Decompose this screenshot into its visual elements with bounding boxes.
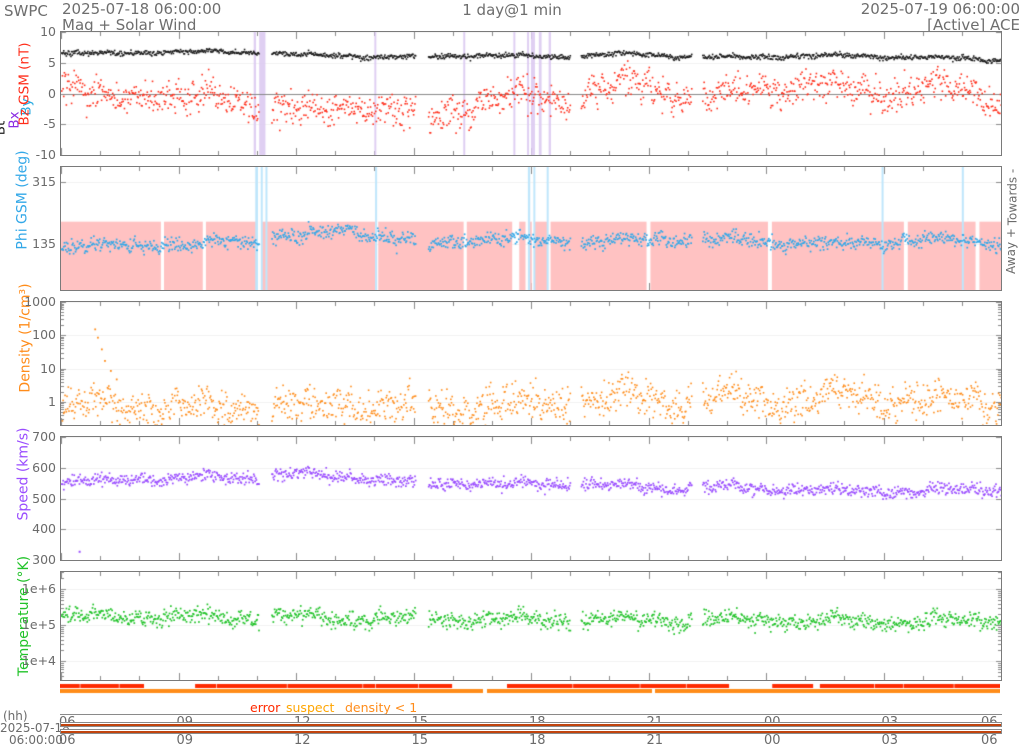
legend-suspect: suspect — [286, 700, 335, 715]
phi-ytick: 315 — [32, 174, 56, 190]
time-range-bar-upper[interactable] — [60, 722, 1002, 727]
xaxis-tick: 06 — [59, 733, 76, 748]
cadence-label: 1 day@1 min — [462, 1, 562, 19]
density-ytick: 100 — [32, 327, 56, 343]
xaxis-tick: 09 — [176, 733, 194, 748]
phi-ytick: 135 — [32, 235, 56, 251]
time-range-fill-upper — [61, 724, 1001, 726]
density-ytick: 1000 — [24, 294, 56, 309]
density-plot-canvas — [61, 302, 1001, 425]
mag-ytick: 0 — [48, 85, 56, 101]
phi-plot-canvas — [61, 167, 1001, 290]
header-right: 2025-07-19 06:00:00 [Active] ACE — [861, 1, 1020, 33]
panel-mag[interactable] — [60, 31, 1002, 156]
density-ytick: 1 — [48, 393, 56, 409]
source-status-label: [Active] ACE — [927, 16, 1020, 34]
xaxis-tick: 15 — [411, 733, 429, 748]
speed-ytick: 500 — [32, 490, 56, 506]
start-time-label: 2025-07-18 06:00:00 — [62, 0, 222, 18]
mag-ytick: 5 — [48, 54, 56, 70]
mag-ytick: -5 — [43, 116, 56, 132]
temperature-ytick: 1e+5 — [21, 617, 56, 633]
temperature-ytick: 1e+4 — [21, 653, 56, 669]
panel-phi[interactable] — [60, 166, 1002, 291]
xaxis-date-label: 2025-07-18 — [0, 721, 70, 735]
mag-ytick: 10 — [40, 24, 56, 39]
temperature-ytick: 1e+6 — [21, 581, 56, 597]
density-ytick: 10 — [40, 360, 56, 376]
xaxis-tick: 06 — [981, 733, 998, 748]
xaxis-time-label: 06:00:00 — [9, 733, 63, 747]
xaxis-tick: 21 — [646, 733, 664, 748]
header-left: 2025-07-18 06:00:00 Mag + Solar Wind — [62, 1, 221, 33]
speed-ytick: 400 — [32, 521, 56, 537]
quality-flags-canvas — [60, 683, 1000, 697]
speed-ytick: 700 — [32, 429, 56, 444]
xaxis-tick: 03 — [881, 733, 899, 748]
sector-label-away: Away + — [1003, 228, 1018, 274]
sector-label-towards: Towards - — [1005, 168, 1020, 226]
xaxis-unit-label: (hh) — [3, 709, 28, 723]
data-quality-strip[interactable] — [60, 683, 1002, 697]
panel-density[interactable] — [60, 301, 1002, 426]
panel-temperature[interactable] — [60, 571, 1002, 681]
agency-label: SWPC — [4, 2, 48, 20]
temperature-plot-canvas — [61, 572, 1001, 680]
speed-ytick: 600 — [32, 459, 56, 475]
axis-title-phi: Phi GSM (deg) — [14, 150, 31, 250]
end-time-label: 2025-07-19 06:00:00 — [860, 0, 1020, 18]
speed-plot-canvas — [61, 437, 1001, 560]
legend-error: error — [250, 700, 281, 715]
legend-density-lt-1: density < 1 — [345, 700, 418, 715]
xaxis-line — [60, 714, 1002, 715]
product-title: Mag + Solar Wind — [62, 16, 197, 34]
time-range-fill-lower — [61, 731, 1001, 733]
speed-ytick: 300 — [32, 552, 56, 567]
time-range-bar-lower[interactable] — [60, 729, 1002, 734]
xaxis-tick: 12 — [294, 733, 311, 748]
panel-speed[interactable] — [60, 436, 1002, 561]
xaxis-tick: 00 — [764, 733, 781, 748]
mag-plot-canvas — [61, 32, 1001, 155]
xaxis-tick: 18 — [529, 733, 546, 748]
mag-ytick: -10 — [35, 147, 56, 162]
